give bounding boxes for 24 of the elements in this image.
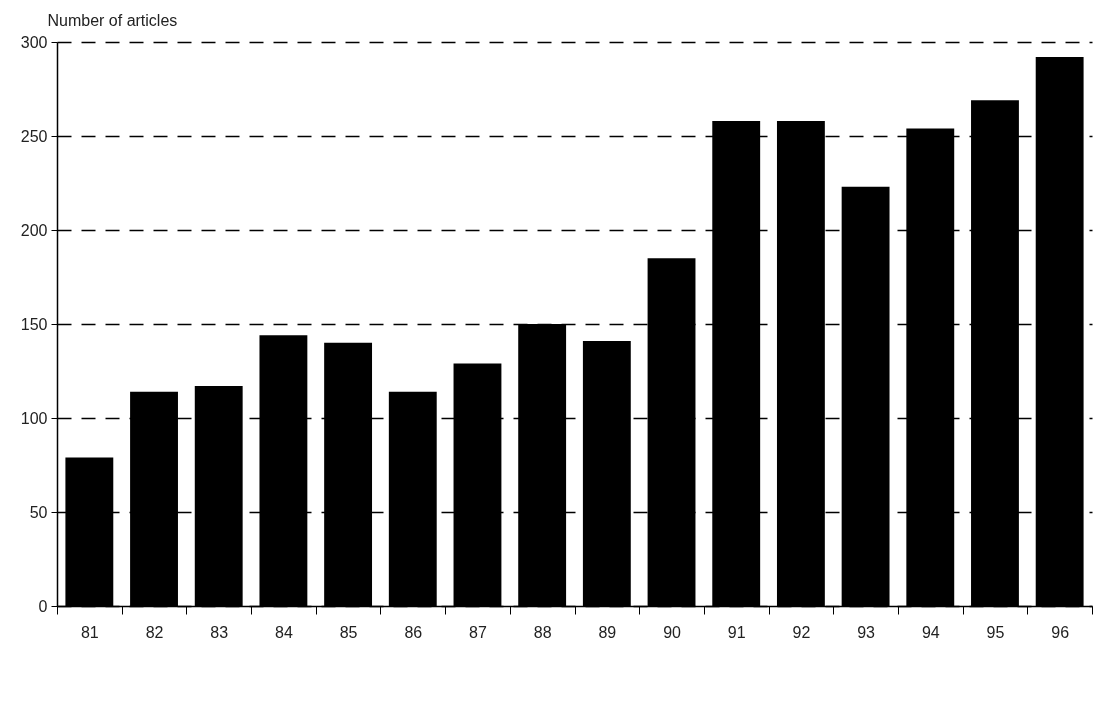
x-tick-label: 82 — [145, 623, 164, 641]
x-tick-label: 84 — [275, 623, 293, 641]
y-tick-label: 300 — [20, 33, 48, 51]
y-tick-label: 50 — [29, 503, 48, 521]
x-tick-label: 95 — [986, 623, 1005, 641]
y-tick-label: 100 — [20, 409, 48, 427]
x-tick-label: 83 — [210, 623, 229, 641]
x-tick-label: 90 — [663, 623, 682, 641]
x-tick-label: 94 — [921, 623, 940, 641]
x-tick-label: 93 — [857, 623, 876, 641]
x-tick-label: 96 — [1051, 623, 1070, 641]
y-tick-label: 250 — [20, 127, 48, 145]
y-axis-title: Number of articles — [47, 11, 178, 29]
y-tick-label: 150 — [20, 315, 48, 333]
x-tick-label: 89 — [598, 623, 617, 641]
x-tick-label: 86 — [404, 623, 423, 641]
x-tick-label: 91 — [727, 623, 746, 641]
x-tick-label: 81 — [80, 623, 99, 641]
x-tick-label: 92 — [792, 623, 811, 641]
x-tick-label: 85 — [339, 623, 358, 641]
x-tick-label: 87 — [469, 623, 487, 641]
x-tick-label: 88 — [533, 623, 552, 641]
y-tick-label: 0 — [38, 597, 48, 615]
y-tick-label: 200 — [20, 221, 48, 239]
